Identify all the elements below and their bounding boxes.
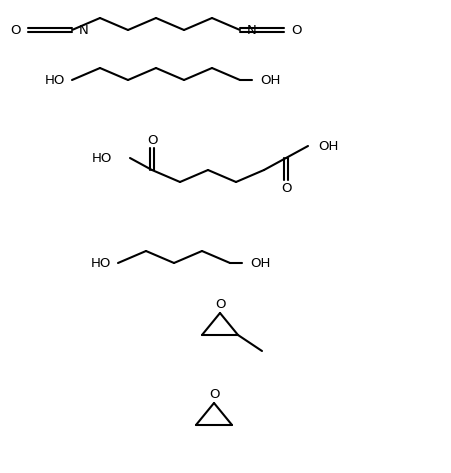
Text: O: O — [147, 133, 157, 147]
Text: HO: HO — [45, 73, 65, 87]
Text: HO: HO — [90, 256, 111, 270]
Text: N: N — [79, 24, 88, 36]
Text: O: O — [290, 24, 301, 36]
Text: O: O — [280, 182, 290, 194]
Text: N: N — [246, 24, 256, 36]
Text: O: O — [208, 387, 219, 401]
Text: O: O — [214, 298, 225, 310]
Text: HO: HO — [92, 151, 112, 165]
Text: OH: OH — [318, 140, 338, 152]
Text: OH: OH — [259, 73, 280, 87]
Text: OH: OH — [249, 256, 270, 270]
Text: O: O — [10, 24, 21, 36]
